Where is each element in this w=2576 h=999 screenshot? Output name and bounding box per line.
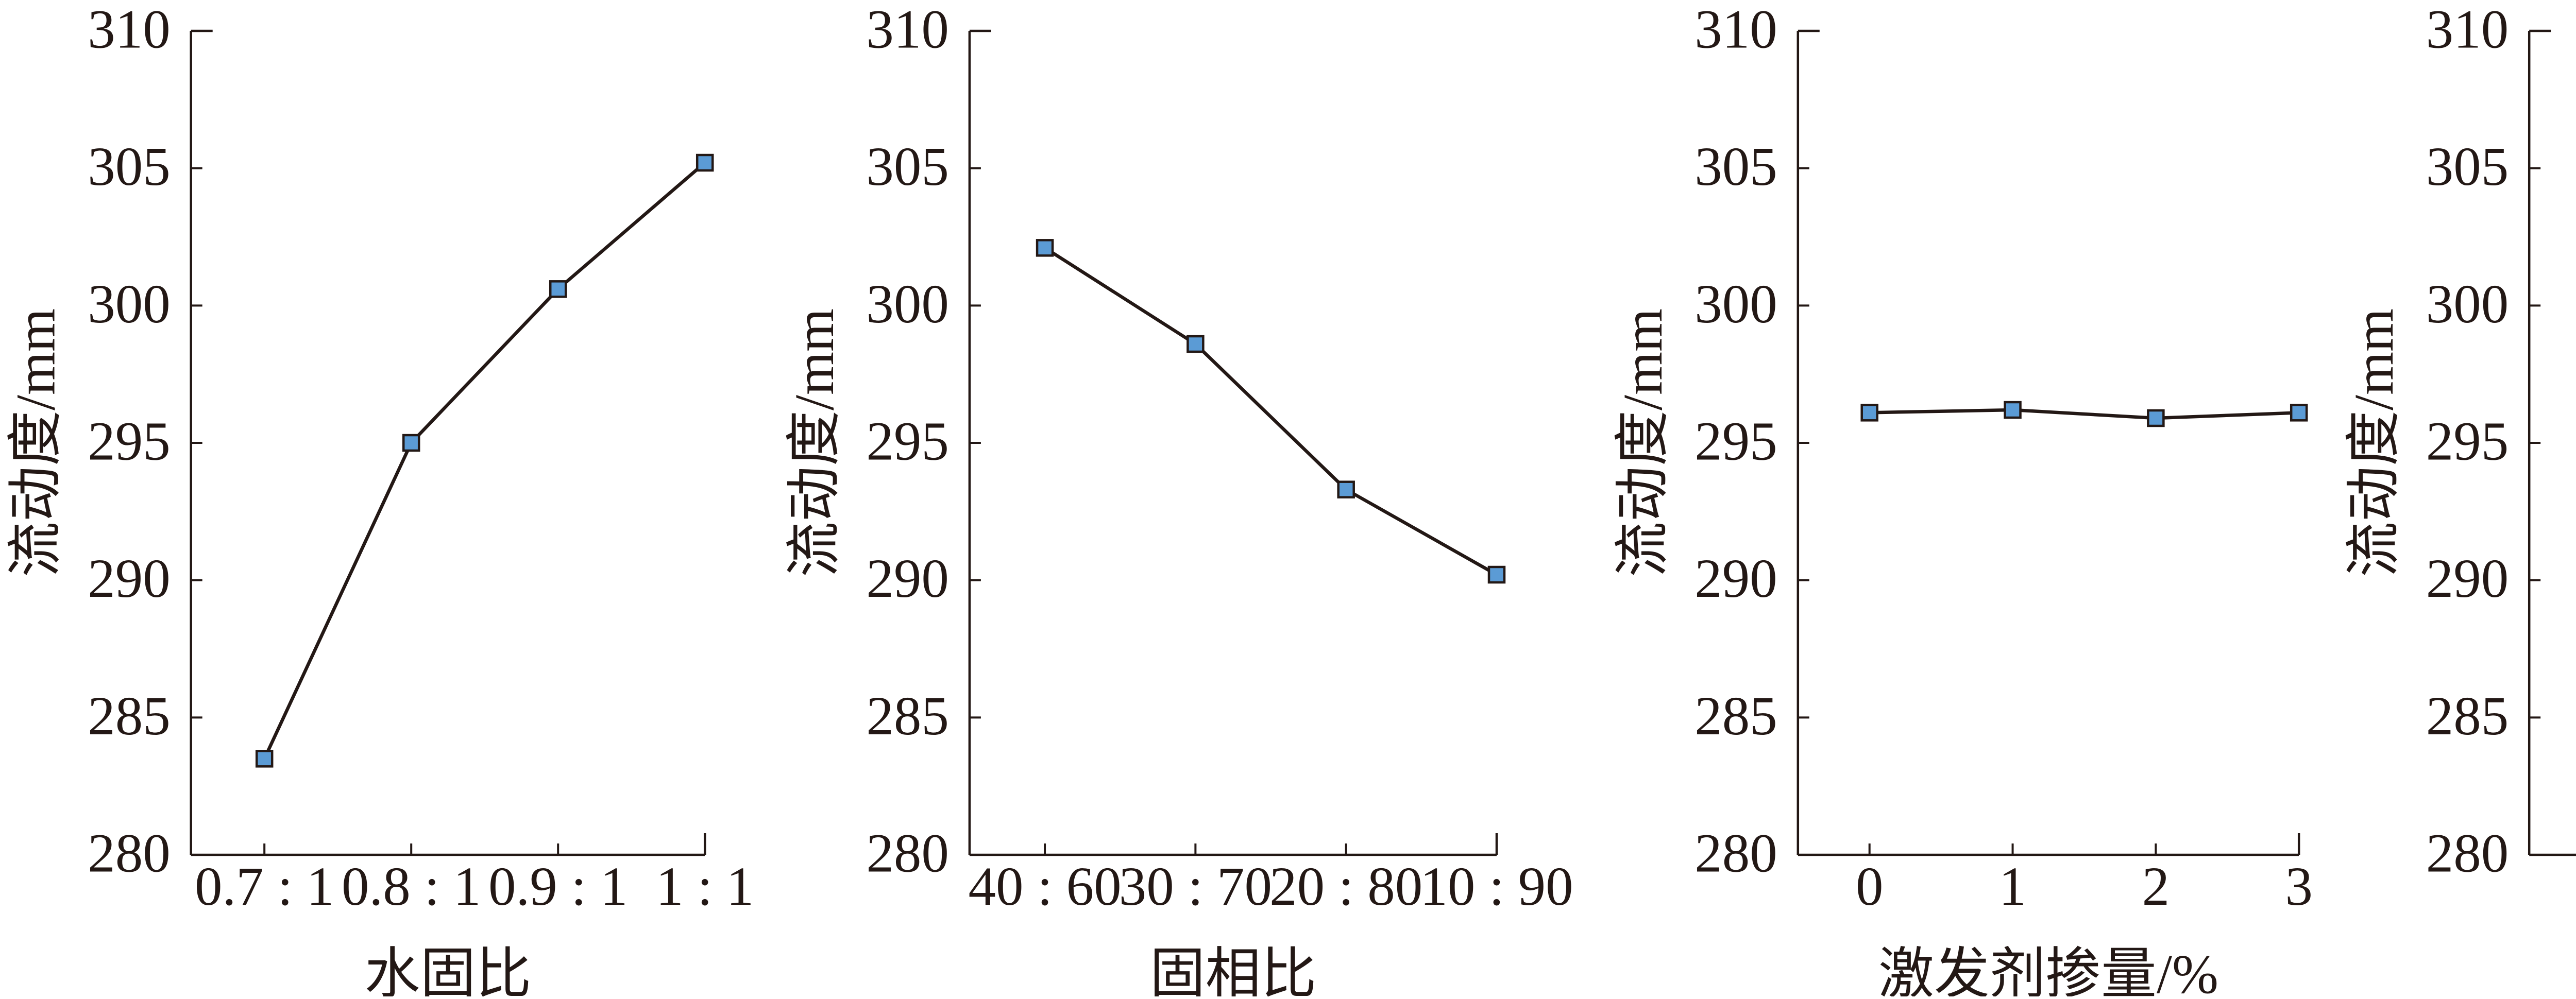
svg-text:310: 310	[2426, 0, 2509, 60]
svg-text:20 : 80: 20 : 80	[1269, 856, 1422, 917]
svg-text:300: 300	[2426, 274, 2509, 335]
svg-text:305: 305	[88, 136, 171, 197]
svg-text:0.9 : 1: 0.9 : 1	[488, 856, 628, 917]
svg-text:305: 305	[1694, 136, 1777, 197]
svg-text:295: 295	[1694, 411, 1777, 472]
svg-text:310: 310	[88, 0, 171, 60]
svg-text:295: 295	[866, 411, 949, 472]
svg-text:290: 290	[2426, 548, 2509, 609]
svg-text:295: 295	[2426, 411, 2509, 472]
svg-text:激发剂掺量/%: 激发剂掺量/%	[1878, 944, 2218, 996]
svg-text:300: 300	[866, 274, 949, 335]
svg-text:285: 285	[88, 686, 171, 747]
svg-text:流动度/mm: 流动度/mm	[6, 308, 67, 577]
svg-text:305: 305	[866, 136, 949, 197]
svg-text:310: 310	[1694, 0, 1777, 60]
svg-text:285: 285	[2426, 686, 2509, 747]
svg-text:305: 305	[2426, 136, 2509, 197]
svg-text:285: 285	[1694, 686, 1777, 747]
svg-text:流动度/mm: 流动度/mm	[784, 308, 845, 577]
svg-text:280: 280	[88, 823, 171, 884]
svg-text:30 : 70: 30 : 70	[1119, 856, 1272, 917]
svg-text:3: 3	[2285, 856, 2313, 917]
svg-text:1: 1	[1999, 856, 2027, 917]
svg-text:固相比: 固相比	[1149, 944, 1316, 996]
svg-text:295: 295	[88, 411, 171, 472]
svg-text:水固比: 水固比	[364, 944, 531, 996]
svg-text:290: 290	[866, 548, 949, 609]
svg-text:0: 0	[1856, 856, 1884, 917]
svg-text:280: 280	[1694, 823, 1777, 884]
svg-text:280: 280	[2426, 823, 2509, 884]
svg-text:300: 300	[1694, 274, 1777, 335]
svg-text:290: 290	[1694, 548, 1777, 609]
svg-text:40 : 60: 40 : 60	[968, 856, 1121, 917]
svg-text:流动度/mm: 流动度/mm	[2344, 308, 2405, 577]
svg-text:285: 285	[866, 686, 949, 747]
svg-text:0.8 : 1: 0.8 : 1	[342, 856, 481, 917]
svg-text:280: 280	[866, 823, 949, 884]
svg-text:290: 290	[88, 548, 171, 609]
svg-text:300: 300	[88, 274, 171, 335]
svg-text:2: 2	[2142, 856, 2170, 917]
svg-text:0.7 : 1: 0.7 : 1	[195, 856, 334, 917]
svg-text:1 : 1: 1 : 1	[656, 856, 754, 917]
svg-text:310: 310	[866, 0, 949, 60]
svg-text:流动度/mm: 流动度/mm	[1613, 308, 1674, 577]
svg-text:10 : 90: 10 : 90	[1420, 856, 1573, 917]
